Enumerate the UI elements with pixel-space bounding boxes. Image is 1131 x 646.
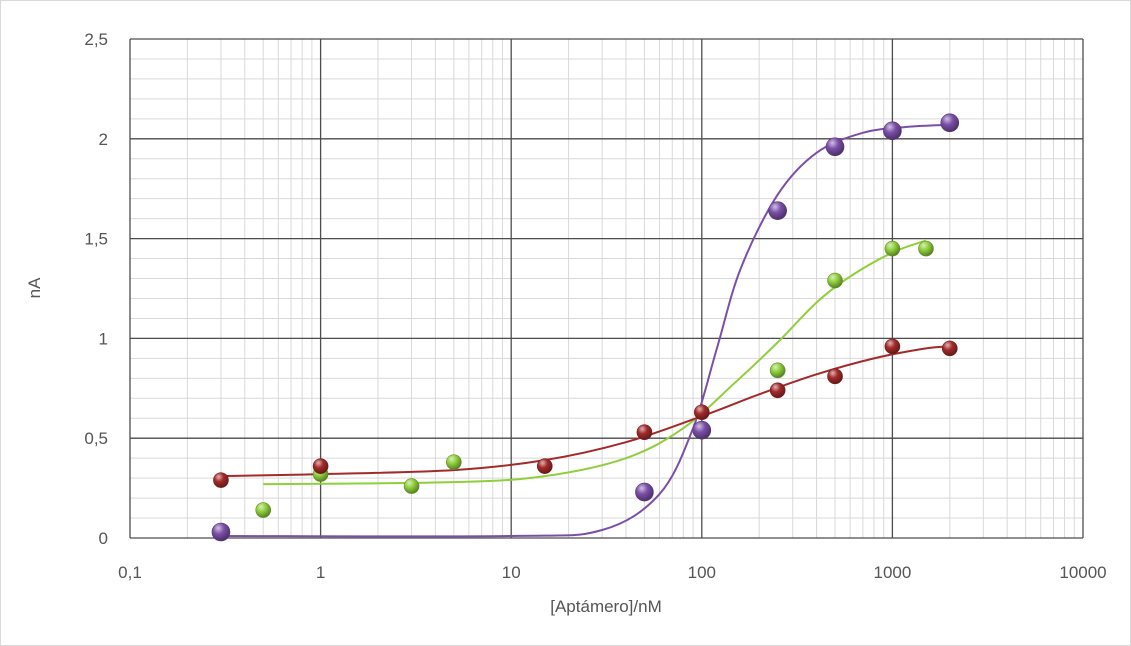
series-3-data-point <box>885 339 900 354</box>
y-tick-label: 0 <box>99 529 108 548</box>
x-tick-label: 1 <box>316 563 325 582</box>
series-2-data-point <box>918 241 933 256</box>
series-3-data-point <box>313 459 328 474</box>
series-3-data-point <box>694 405 709 420</box>
series-3-data-point <box>828 369 843 384</box>
series-1-data-point <box>769 202 787 220</box>
series-3-data-point <box>942 341 957 356</box>
series-3-data-point <box>770 383 785 398</box>
series-3-data-point <box>637 425 652 440</box>
x-tick-label: 0,1 <box>118 563 142 582</box>
series-3-data-point <box>213 473 228 488</box>
series-2-data-point <box>446 455 461 470</box>
series-1-data-point <box>212 523 230 541</box>
series-1-data-point <box>883 122 901 140</box>
series-2-data-point <box>404 479 419 494</box>
x-tick-label: 100 <box>688 563 716 582</box>
series-2-data-point <box>256 503 271 518</box>
series-1-data-point <box>941 114 959 132</box>
series-1-data-point <box>826 138 844 156</box>
y-axis-title: nA <box>25 277 44 298</box>
y-tick-label: 1 <box>99 329 108 348</box>
y-tick-label: 2 <box>99 130 108 149</box>
series-2-data-point <box>885 241 900 256</box>
series-2-data-point <box>828 273 843 288</box>
x-tick-label: 10000 <box>1059 563 1106 582</box>
series-3-data-point <box>537 459 552 474</box>
series-2-data-point <box>770 363 785 378</box>
series-1-data-point <box>693 421 711 439</box>
y-tick-label: 2,5 <box>84 30 108 49</box>
x-tick-label: 10 <box>502 563 521 582</box>
y-tick-label: 1,5 <box>84 230 108 249</box>
x-axis-title: [Aptámero]/nM <box>550 597 662 616</box>
x-tick-label: 1000 <box>873 563 911 582</box>
series-1-data-point <box>635 483 653 501</box>
y-tick-label: 0,5 <box>84 429 108 448</box>
